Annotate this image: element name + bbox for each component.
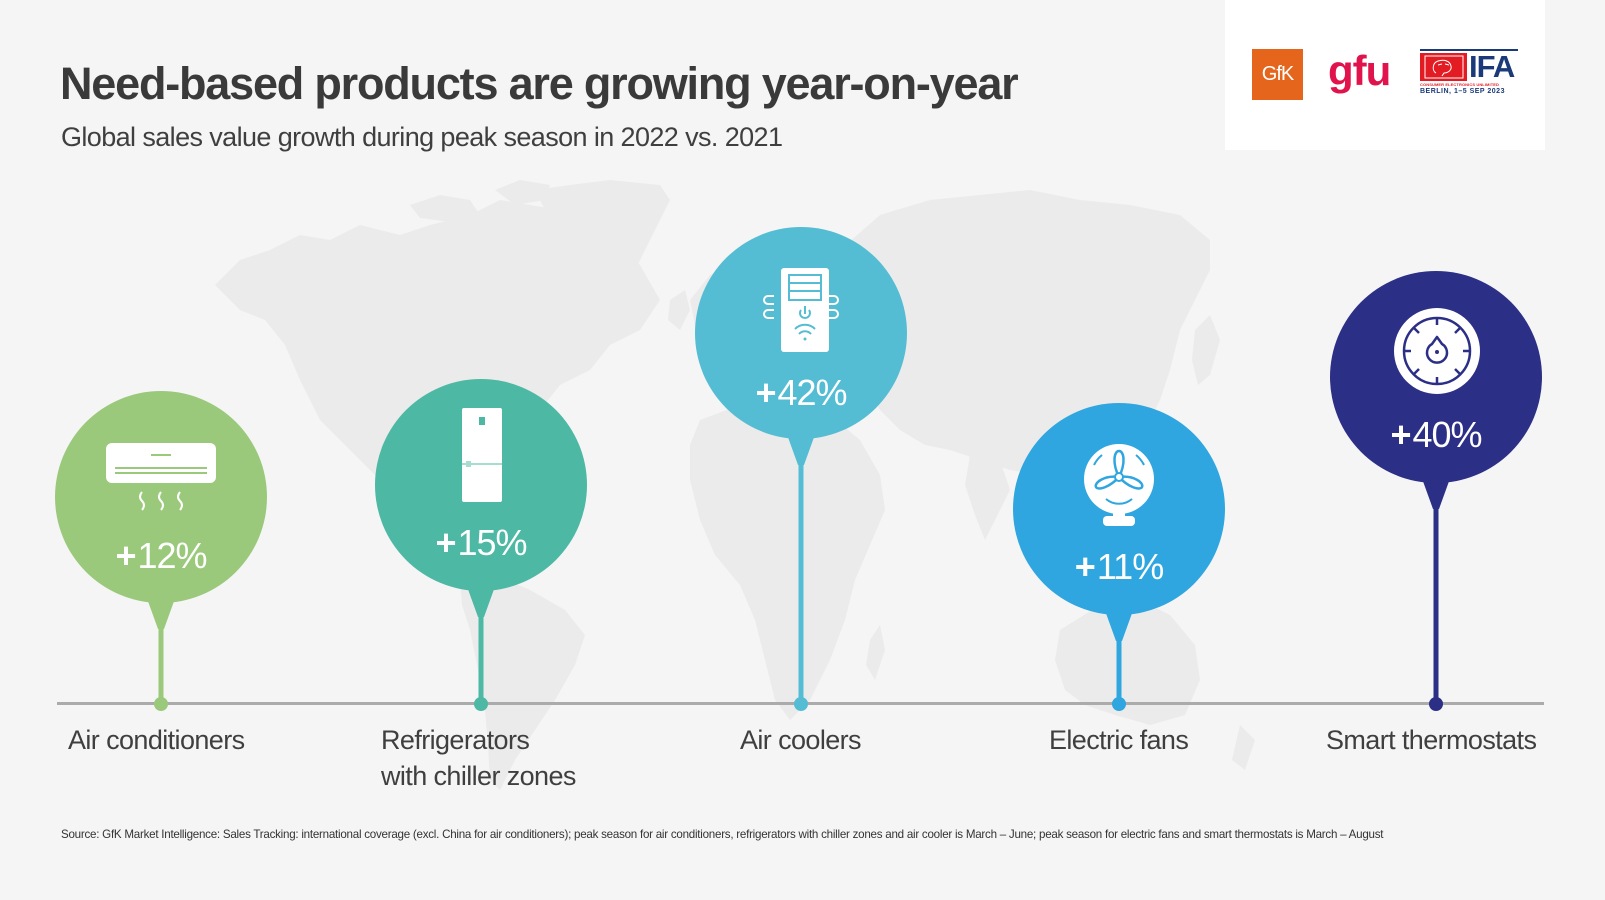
label-line-2: with chiller zones [381,761,576,791]
gfk-logo: GfK [1252,49,1303,100]
growth-value-air-conditioners: +12% [115,535,207,577]
pin-bubble [55,391,267,603]
ifa-logo-text: IFA [1469,49,1515,84]
axis-marker [1112,697,1126,711]
electric-fan-icon [1084,444,1154,526]
label-line: Air conditioners [68,725,245,755]
refrigerator-icon [462,408,502,502]
ifa-face-icon [1420,53,1467,81]
plus-sign: + [1074,546,1096,587]
label-air-coolers: Air coolers [740,722,862,758]
axis-marker [794,697,808,711]
plus-sign: + [115,535,136,576]
growth-value-electric-fans: +11% [1074,546,1164,588]
label-refrigerators: Refrigerators with chiller zones [381,722,576,794]
pin-stem [478,611,484,704]
page-title: Need-based products are growing year-on-… [60,58,1019,109]
pin-stem [1116,635,1122,704]
label-line: Refrigerators [381,725,530,755]
page-subtitle: Global sales value growth during peak se… [61,122,783,152]
growth-percent: 42% [777,372,847,413]
axis-marker [1429,697,1443,711]
pin-air-conditioners [55,391,267,711]
growth-value-refrigerators: +15% [435,522,527,564]
ifa-logo: IFA CONSUMER ELECTRONICS UNLIMITED BERLI… [1420,49,1518,95]
pin-stem [1433,503,1439,704]
ifa-tagline: CONSUMER ELECTRONICS UNLIMITED [1420,82,1499,87]
plus-sign: + [755,372,776,413]
growth-percent: 12% [137,535,207,576]
plus-sign: + [1390,414,1411,455]
axis-marker [474,697,488,711]
air-cooler-icon [763,268,839,352]
pin-stem [158,623,164,704]
label-line: Electric fans [1049,725,1189,755]
label-air-conditioners: Air conditioners [68,722,245,758]
source-note: Source: GfK Market Intelligence: Sales T… [61,828,1384,841]
label-electric-fans: Electric fans [1049,722,1189,758]
label-line: Smart thermostats [1326,725,1537,755]
label-line: Air coolers [740,725,862,755]
ifa-date: BERLIN, 1–5 SEP 2023 [1420,88,1505,95]
axis-marker [154,697,168,711]
growth-percent: 40% [1412,414,1482,455]
growth-value-smart-thermostats: +40% [1390,414,1482,456]
label-smart-thermostats: Smart thermostats [1326,722,1537,758]
growth-percent: 15% [457,522,527,563]
growth-percent: 11% [1096,546,1164,587]
gfu-logo: gfu [1328,47,1391,94]
growth-value-air-coolers: +42% [755,372,847,414]
air-conditioner-icon [106,443,216,511]
plus-sign: + [435,522,456,563]
gfk-logo-text: GfK [1261,63,1294,85]
pin-stem [798,459,804,704]
logo-panel: GfK gfu IFA CONSUMER ELECTRONICS UNLIMIT… [1225,0,1545,150]
thermostat-icon [1394,308,1480,394]
